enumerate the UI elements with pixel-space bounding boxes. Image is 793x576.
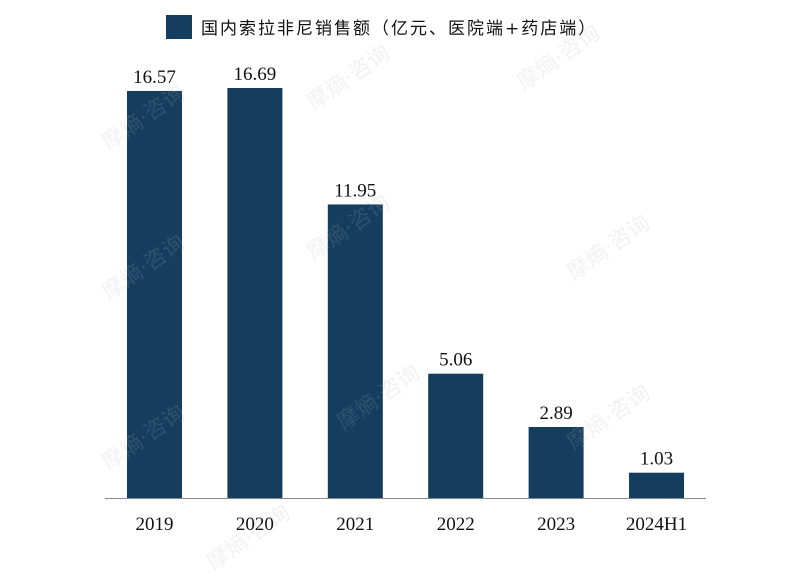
- x-tick-label: 2022: [437, 514, 475, 535]
- bar-2024H1: [629, 472, 684, 498]
- bar-2019: [127, 90, 182, 498]
- data-label: 16.57: [133, 67, 176, 88]
- x-tick-label: 2021: [336, 514, 374, 535]
- bar-2020: [227, 88, 283, 498]
- data-label: 2.89: [539, 403, 572, 424]
- x-tick-label: 2024H1: [626, 514, 687, 535]
- legend-label: 国内索拉非尼销售额（亿元、医院端+药店端）: [201, 19, 598, 39]
- bar-2023: [528, 427, 584, 498]
- bar-2021: [327, 204, 383, 498]
- data-label: 5.06: [439, 350, 472, 371]
- data-label: 1.03: [640, 449, 673, 470]
- bar-2022: [428, 373, 484, 498]
- legend: 国内索拉非尼销售额（亿元、医院端+药店端）: [166, 14, 597, 39]
- data-label: 16.69: [234, 64, 277, 85]
- legend-swatch: [166, 14, 192, 39]
- x-tick-label: 2023: [537, 514, 575, 535]
- x-tick-label: 2020: [236, 514, 274, 535]
- data-label: 11.95: [334, 180, 376, 201]
- bar-chart: 16.57 2019 16.69 2020 11.95 2021 5.06 2022 2.89 2…: [105, 64, 706, 535]
- x-tick-label: 2019: [136, 514, 174, 535]
